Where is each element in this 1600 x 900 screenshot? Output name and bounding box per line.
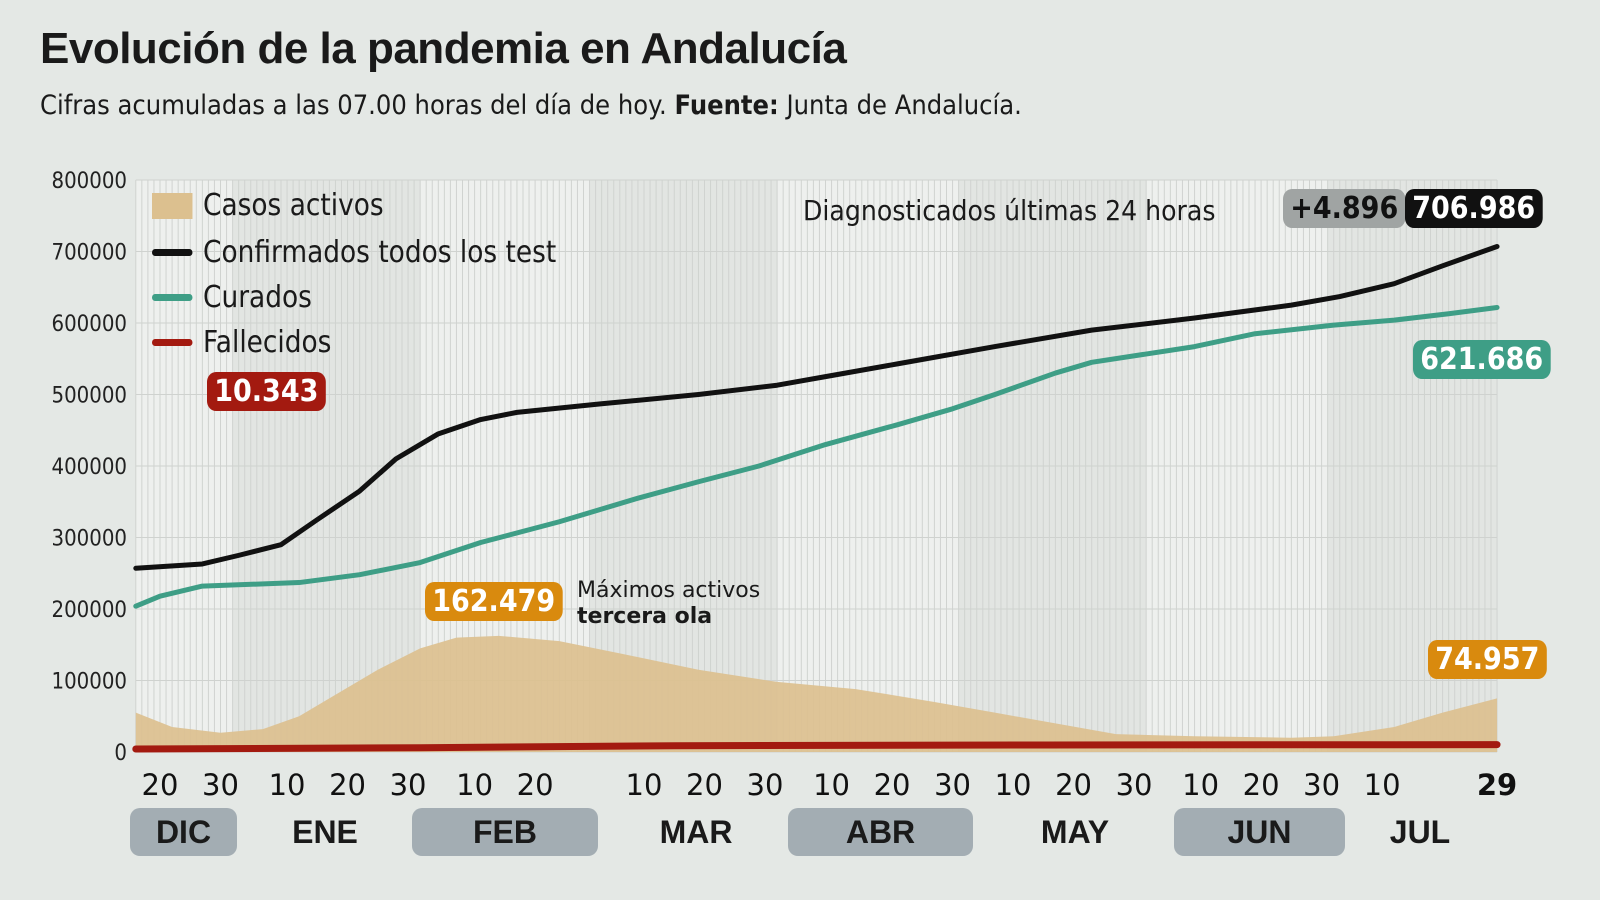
- y-tick-label: 400000: [51, 454, 127, 479]
- diagnosticados-label: Diagnosticados últimas 24 horas: [803, 194, 1216, 227]
- x-tick-label: 20: [874, 768, 911, 802]
- y-tick-label: 100000: [51, 669, 127, 694]
- month-label-jun: JUN: [1174, 808, 1345, 856]
- x-tick-label: 10: [269, 768, 306, 802]
- x-tick-label: 30: [202, 768, 239, 802]
- y-tick-label: 600000: [51, 311, 127, 336]
- month-label-ene: ENE: [292, 813, 358, 850]
- source-label: Fuente:: [674, 90, 779, 121]
- legend-curados: Curados: [152, 280, 312, 315]
- month-label-feb: FEB: [412, 808, 598, 856]
- legend-label: Casos activos: [203, 188, 384, 223]
- activos-last-badge: 74.957: [1428, 640, 1547, 679]
- legend-label: Confirmados todos los test: [203, 235, 557, 270]
- legend-activos: Casos activos: [152, 188, 384, 223]
- y-tick-label: 800000: [51, 168, 127, 193]
- x-tick-label: 10: [1364, 768, 1401, 802]
- source-text: Junta de Andalucía.: [786, 90, 1022, 121]
- y-tick-label: 300000: [51, 526, 127, 551]
- chart-title: Evolución de la pandemia en Andalucía: [40, 24, 847, 73]
- legend-label: Curados: [203, 280, 312, 315]
- x-tick-label: 10: [456, 768, 493, 802]
- x-tick-label: 30: [934, 768, 971, 802]
- legend-label: Fallecidos: [203, 325, 332, 360]
- x-tick-label: 20: [686, 768, 723, 802]
- x-tick-label: 30: [390, 768, 427, 802]
- legend-swatch-curados: [152, 294, 193, 301]
- x-tick-label: 20: [517, 768, 554, 802]
- activos-max-label: Máximos activos: [577, 578, 761, 603]
- legend-fallecidos: Fallecidos: [152, 325, 331, 360]
- legend-swatch-fallecidos: [152, 339, 193, 346]
- activos-max-note: Máximos activos tercera ola: [577, 578, 760, 630]
- x-tick-label: 20: [142, 768, 179, 802]
- month-label-mar: MAR: [659, 813, 733, 850]
- series-area-activos: [135, 635, 1498, 752]
- month-label-may: MAY: [1040, 813, 1110, 850]
- x-tick-label: 10: [626, 768, 663, 802]
- x-tick-label: 29: [1477, 768, 1517, 802]
- x-tick-label: 30: [1303, 768, 1340, 802]
- month-label-abr: ABR: [788, 808, 973, 856]
- x-tick-label: 30: [1116, 768, 1153, 802]
- x-tick-label: 30: [747, 768, 784, 802]
- legend-swatch-activos: [152, 192, 193, 219]
- y-tick-label: 0: [114, 740, 127, 765]
- x-tick-label: 10: [1182, 768, 1219, 802]
- month-label-dic: DIC: [130, 808, 237, 856]
- x-tick-label: 20: [329, 768, 366, 802]
- month-label-jul: JUL: [1389, 813, 1451, 850]
- activos-max-badge: 162.479: [425, 582, 563, 621]
- curados-badge: 621.686: [1413, 340, 1551, 379]
- diagnosticados-new-badge: +4.896: [1283, 189, 1406, 228]
- chart-subtitle: Cifras acumuladas a las 07.00 horas del …: [40, 90, 1022, 121]
- x-tick-label: 10: [995, 768, 1032, 802]
- fallecidos-badge: 10.343: [207, 372, 326, 411]
- x-tick-label: 20: [1243, 768, 1280, 802]
- activos-max-sublabel: tercera ola: [577, 604, 713, 629]
- y-tick-label: 200000: [51, 597, 127, 622]
- confirmados-badge: 706.986: [1405, 189, 1543, 228]
- x-tick-label: 10: [813, 768, 850, 802]
- y-tick-label: 500000: [51, 383, 127, 408]
- legend-confirmados: Confirmados todos los test: [152, 235, 556, 270]
- subtitle-text: Cifras acumuladas a las 07.00 horas del …: [40, 90, 667, 121]
- x-tick-label: 20: [1055, 768, 1092, 802]
- legend-swatch-confirmados: [152, 249, 193, 256]
- y-tick-label: 700000: [51, 240, 127, 265]
